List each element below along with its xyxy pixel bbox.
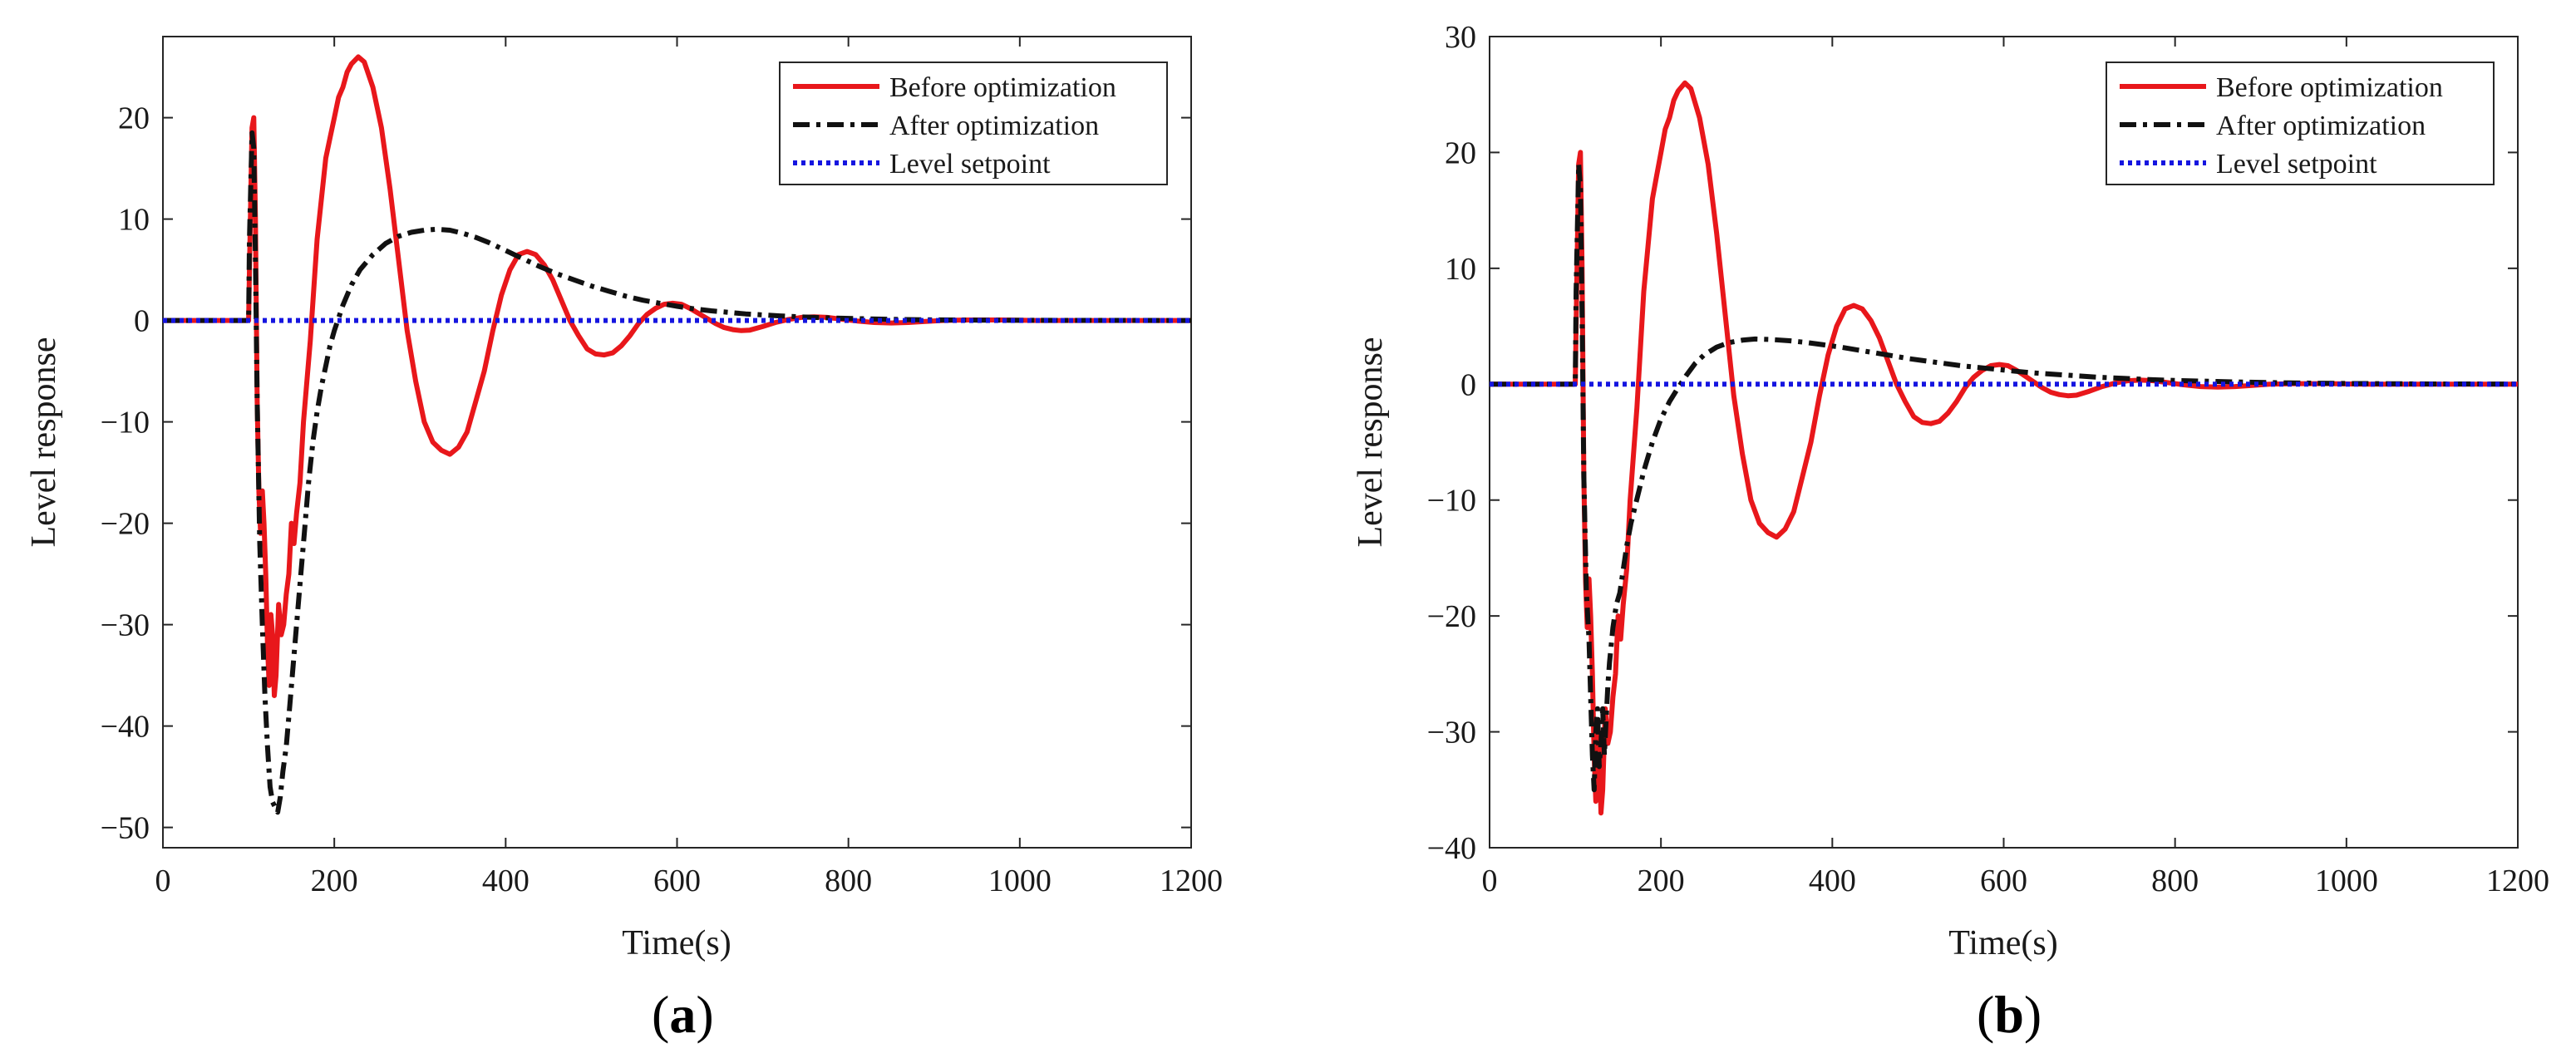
- panel-label-b: (b): [1977, 985, 2042, 1044]
- series-line-b-after: [1490, 161, 2519, 793]
- series-group-a: [163, 54, 1192, 815]
- x-tick-label-a: 400: [482, 864, 529, 898]
- chart-panel-a: 0 200 400 600 800 1000 1200 −50 −40 −30 −20 −10 0 10 2…: [25, 36, 1223, 1044]
- y-axis-label-b: Level response: [1352, 337, 1390, 547]
- panel-label-b-letter: b: [1994, 985, 2024, 1044]
- x-tick-label-b: 0: [1482, 864, 1498, 898]
- x-tick-label-b: 1200: [2486, 864, 2549, 898]
- x-tick-label-b: 600: [1980, 864, 2027, 898]
- x-axis-label-b: Time(s): [1948, 924, 2057, 962]
- x-tick-label-b: 200: [1638, 864, 1685, 898]
- x-tick-label-b: 400: [1809, 864, 1856, 898]
- legend-label-before-b: Before optimization: [2216, 72, 2443, 103]
- y-tick-label-b: −20: [1427, 599, 1476, 634]
- y-tick-label-a: 0: [134, 304, 150, 339]
- panel-label-b-close: ): [2024, 985, 2042, 1044]
- y-tick-label-b: 10: [1445, 252, 1476, 287]
- y-tick-label-b: 20: [1445, 135, 1476, 170]
- chart-panel-b: 0 200 400 600 800 1000 1200 −40 −30 −20 −10 0 10 20 30…: [1352, 20, 2549, 1044]
- legend-a: Before optimization After optimization L…: [779, 62, 1168, 185]
- axis-ticks-b: 0 200 400 600 800 1000 1200 −40 −30 −20 −10 0 10 20 30: [1427, 20, 2549, 898]
- panel-label-a-letter: a: [669, 985, 696, 1044]
- x-tick-label-a: 200: [311, 864, 358, 898]
- x-tick-label-a: 1200: [1160, 864, 1223, 898]
- y-axis-label-a: Level response: [25, 337, 63, 547]
- series-group-b: [1490, 80, 2519, 816]
- x-tick-label-b: 1000: [2315, 864, 2378, 898]
- legend-b: Before optimization After optimization L…: [2106, 62, 2495, 185]
- panel-label-a: (a): [652, 985, 714, 1044]
- y-tick-label-b: −40: [1427, 831, 1476, 866]
- series-line-a-before: [163, 54, 1191, 698]
- x-tick-label-a: 600: [653, 864, 701, 898]
- y-tick-label-b: 0: [1460, 367, 1476, 402]
- y-tick-label-a: −40: [101, 710, 150, 745]
- y-tick-label-b: −10: [1427, 484, 1476, 519]
- legend-label-before-a: Before optimization: [889, 72, 1116, 103]
- y-tick-label-a: −50: [101, 811, 150, 846]
- series-line-b-before: [1490, 80, 2518, 816]
- panel-label-a-close: ): [696, 985, 713, 1044]
- y-tick-label-a: 10: [118, 203, 150, 238]
- series-line-a-after: [163, 130, 1192, 815]
- x-tick-label-b: 800: [2151, 864, 2199, 898]
- x-tick-label-a: 0: [155, 864, 171, 898]
- legend-label-after-a: After optimization: [889, 111, 1099, 141]
- y-tick-label-a: −30: [101, 608, 150, 643]
- axis-ticks-a: 0 200 400 600 800 1000 1200 −50 −40 −30 −20 −10 0 10 2…: [101, 37, 1223, 898]
- legend-label-setpoint-b: Level setpoint: [2216, 149, 2377, 180]
- legend-label-setpoint-a: Level setpoint: [889, 149, 1051, 180]
- legend-label-after-b: After optimization: [2216, 111, 2426, 141]
- x-tick-label-a: 800: [825, 864, 872, 898]
- y-tick-label-a: −10: [101, 406, 150, 440]
- y-tick-label-b: −30: [1427, 716, 1476, 750]
- y-tick-label-a: 20: [118, 101, 150, 136]
- panel-label-a-open: (: [652, 985, 669, 1044]
- x-axis-label-a: Time(s): [622, 924, 731, 962]
- y-tick-label-a: −20: [101, 507, 150, 542]
- x-tick-label-a: 1000: [988, 864, 1052, 898]
- y-tick-label-b: 30: [1445, 20, 1476, 55]
- panel-label-b-open: (: [1977, 985, 1994, 1044]
